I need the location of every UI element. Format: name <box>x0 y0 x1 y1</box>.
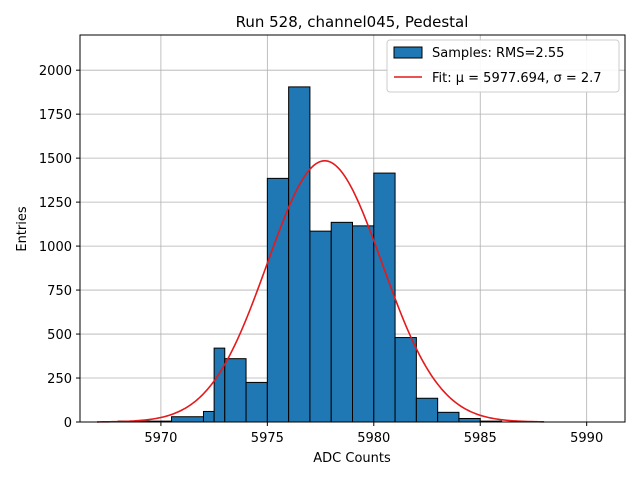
histogram-bar <box>171 416 204 423</box>
y-tick-label: 1250 <box>39 196 72 211</box>
histogram-bar <box>415 397 439 423</box>
legend-box <box>386 39 620 93</box>
y-tick-label: 1000 <box>39 240 72 255</box>
chart-title: Run 528, channel045, Pedestal <box>236 13 469 31</box>
legend: Samples: RMS=2.55 Fit: μ = 5977.694, σ =… <box>386 39 620 93</box>
legend-swatch-samples <box>393 46 423 59</box>
y-tick-label: 250 <box>47 372 72 387</box>
histogram-bar <box>202 410 215 423</box>
histogram-bars <box>117 86 503 423</box>
histogram-bar <box>373 172 396 423</box>
y-tick-label: 0 <box>64 416 72 431</box>
x-tick-label: 5990 <box>570 431 603 446</box>
x-tick-label: 5985 <box>464 431 497 446</box>
legend-label-fit: Fit: μ = 5977.694, σ = 2.7 <box>432 71 602 86</box>
histogram-bar <box>330 221 353 423</box>
y-axis-label: Entries <box>15 206 30 252</box>
y-tick-label: 1750 <box>39 108 72 123</box>
x-tick-label: 5975 <box>251 431 284 446</box>
y-tick-label: 500 <box>47 328 72 343</box>
y-tick-label: 1500 <box>39 152 72 167</box>
y-tick-label: 750 <box>47 284 72 299</box>
x-tick-label: 5970 <box>144 431 177 446</box>
histogram-bar <box>245 381 268 423</box>
y-tick-label: 2000 <box>39 64 72 79</box>
legend-label-samples: Samples: RMS=2.55 <box>432 46 564 61</box>
plot-frame <box>79 34 626 423</box>
histogram-bar <box>394 337 417 423</box>
histogram-bar <box>213 347 226 423</box>
x-tick-label: 5980 <box>357 431 390 446</box>
axes: 5970 5975 5980 5985 5990 0 250 500 750 1000 1250 15… <box>39 34 626 446</box>
histogram-bar <box>288 86 311 423</box>
histogram-bar <box>309 230 332 423</box>
histogram-bar <box>458 417 481 423</box>
fit-curve-layer <box>97 159 545 423</box>
histogram-bar <box>352 225 375 423</box>
histogram-bar <box>437 411 460 423</box>
x-axis-label: ADC Counts <box>313 451 391 466</box>
histogram-bar <box>224 358 247 423</box>
fit-curve <box>97 159 545 423</box>
